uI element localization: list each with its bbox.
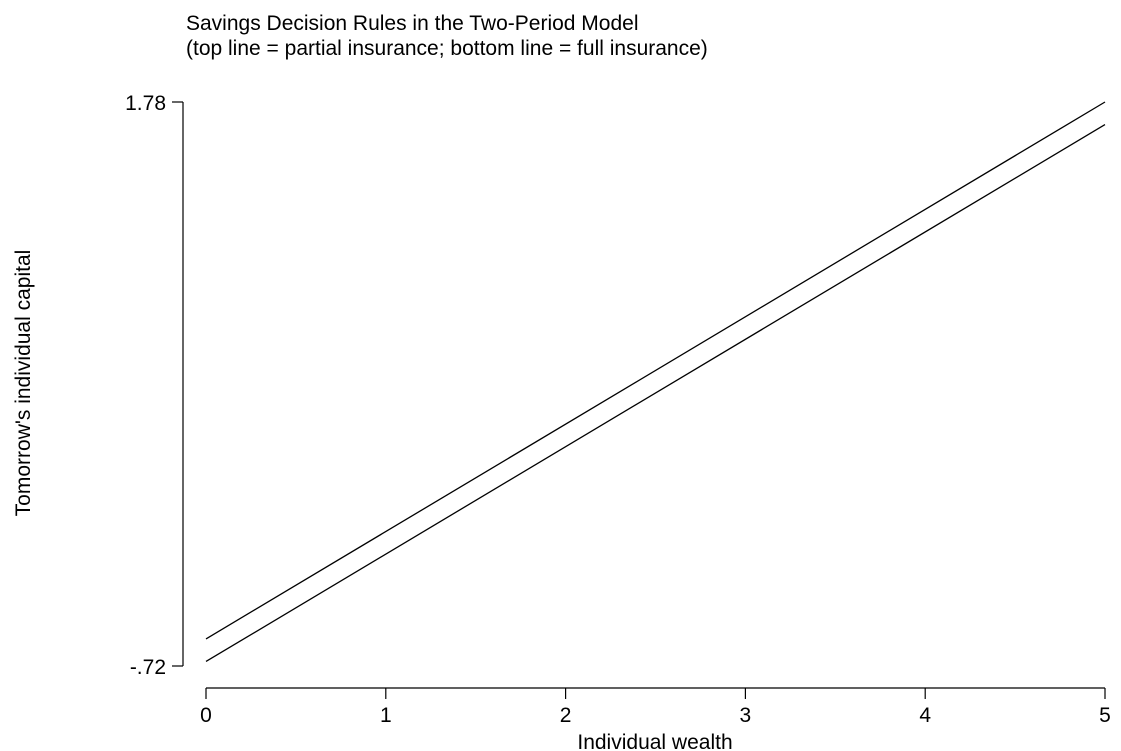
x-tick-label: 5 (1099, 704, 1111, 727)
x-tick-label: 1 (380, 704, 392, 727)
x-axis-label: Individual wealth (577, 731, 732, 751)
x-tick-label: 3 (740, 704, 752, 727)
chart-title: Savings Decision Rules in the Two-Period… (186, 12, 639, 35)
y-tick-label: 1.78 (125, 92, 166, 115)
series-line-bottom (205, 124, 1106, 663)
x-tick-label: 2 (560, 704, 572, 727)
series-line-top (205, 101, 1106, 640)
series-lines (205, 101, 1106, 663)
y-tick-label: -.72 (130, 656, 166, 679)
x-ticks: 0 1 2 3 4 5 (200, 688, 1111, 727)
x-tick-label: 4 (919, 704, 931, 727)
x-tick-label: 0 (200, 704, 212, 727)
chart-subtitle: (top line = partial insurance; bottom li… (186, 37, 708, 60)
y-axis-label: Tomorrow's individual capital (12, 250, 35, 517)
y-ticks: -.72 1.78 (125, 92, 183, 679)
